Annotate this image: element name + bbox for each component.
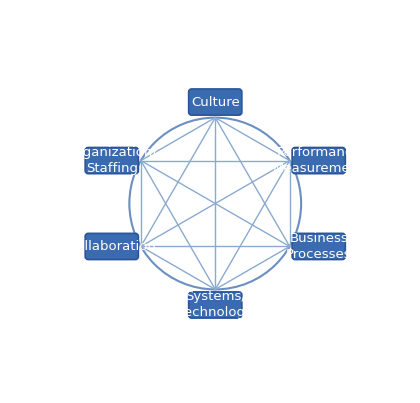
FancyBboxPatch shape [189, 292, 242, 318]
Text: Business
Processes: Business Processes [286, 232, 352, 261]
FancyBboxPatch shape [292, 233, 345, 260]
Text: Organization/
Staffing: Organization/ Staffing [67, 146, 157, 175]
FancyBboxPatch shape [85, 147, 138, 174]
Text: Performance
Measurement: Performance Measurement [273, 146, 365, 175]
Text: Systems/
Technology: Systems/ Technology [178, 291, 253, 320]
FancyBboxPatch shape [85, 233, 138, 260]
FancyBboxPatch shape [292, 147, 345, 174]
FancyBboxPatch shape [189, 89, 242, 115]
Text: Culture: Culture [191, 96, 240, 108]
Text: Collaboration: Collaboration [67, 240, 156, 253]
